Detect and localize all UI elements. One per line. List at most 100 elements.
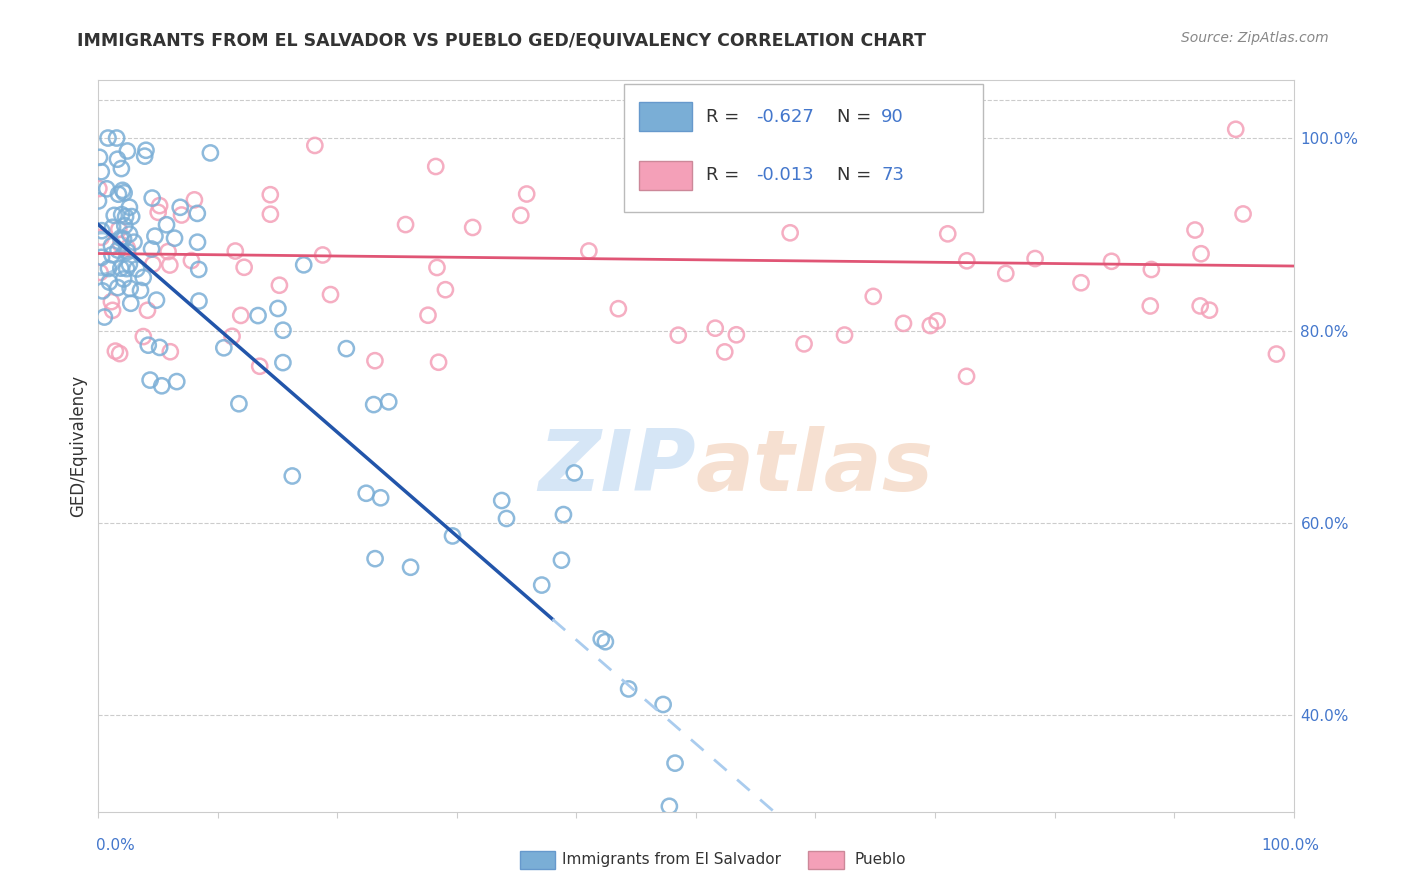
Point	[927, 314, 949, 328]
Point	[91, 246, 114, 260]
Point	[148, 205, 170, 219]
Point	[562, 466, 585, 480]
Point	[377, 394, 399, 409]
Point	[93, 310, 115, 324]
Point	[893, 317, 915, 331]
Point	[692, 167, 714, 181]
Point	[170, 208, 193, 222]
Point	[271, 323, 294, 337]
Point	[101, 220, 124, 235]
Point	[90, 250, 112, 264]
Point	[591, 632, 613, 646]
Point	[163, 231, 186, 245]
Y-axis label: GED/Equivalency: GED/Equivalency	[69, 375, 87, 517]
Point	[150, 379, 173, 393]
Point	[491, 493, 513, 508]
Point	[118, 200, 141, 214]
Point	[956, 253, 979, 268]
Point	[166, 375, 188, 389]
Point	[862, 289, 884, 303]
Point	[188, 294, 211, 309]
Point	[114, 210, 136, 224]
Point	[1265, 347, 1288, 361]
Text: 100.0%: 100.0%	[1261, 838, 1319, 853]
Point	[1184, 223, 1206, 237]
Point	[117, 241, 139, 255]
Point	[212, 341, 235, 355]
Point	[105, 131, 128, 145]
Point	[87, 194, 110, 208]
Point	[1070, 276, 1092, 290]
Point	[101, 303, 124, 318]
Point	[103, 208, 125, 222]
Point	[120, 281, 142, 295]
Text: -0.013: -0.013	[756, 167, 813, 185]
Text: N =: N =	[837, 167, 877, 185]
Point	[704, 321, 727, 335]
Point	[136, 338, 159, 352]
Point	[136, 303, 159, 318]
Point	[399, 560, 422, 574]
Point	[187, 262, 209, 277]
Point	[141, 242, 163, 256]
Point	[110, 231, 132, 245]
Point	[607, 301, 630, 316]
Point	[112, 186, 135, 200]
Text: 0.0%: 0.0%	[96, 838, 135, 853]
Point	[364, 551, 387, 566]
Point	[304, 138, 326, 153]
Point	[271, 356, 294, 370]
Point	[394, 218, 416, 232]
Point	[769, 153, 792, 167]
Point	[1140, 262, 1163, 277]
Point	[186, 206, 208, 220]
FancyBboxPatch shape	[624, 84, 983, 212]
Point	[143, 229, 166, 244]
Point	[713, 344, 735, 359]
Point	[281, 469, 304, 483]
Point	[149, 199, 172, 213]
Point	[335, 342, 357, 356]
Point	[139, 373, 162, 387]
Point	[142, 257, 165, 271]
Point	[104, 344, 127, 359]
Point	[129, 284, 152, 298]
Point	[1024, 252, 1046, 266]
Point	[247, 309, 270, 323]
Point	[1225, 122, 1247, 136]
Point	[159, 344, 181, 359]
Point	[200, 145, 222, 160]
Point	[1139, 299, 1161, 313]
Point	[97, 261, 120, 276]
Point	[96, 182, 118, 196]
Point	[100, 294, 122, 309]
Point	[249, 359, 271, 374]
Text: atlas: atlas	[696, 426, 934, 509]
Point	[89, 265, 111, 279]
Point	[595, 634, 617, 648]
Point	[107, 243, 129, 257]
Point	[550, 553, 572, 567]
Point	[132, 270, 155, 285]
Text: 90: 90	[882, 108, 904, 126]
Point	[259, 187, 281, 202]
Point	[364, 353, 387, 368]
Point	[311, 248, 333, 262]
Text: Source: ZipAtlas.com: Source: ZipAtlas.com	[1181, 31, 1329, 45]
Point	[666, 328, 689, 343]
Point	[135, 143, 157, 157]
Point	[169, 200, 191, 214]
Point	[180, 253, 202, 268]
Point	[617, 681, 640, 696]
Point	[115, 261, 138, 276]
Point	[1101, 254, 1123, 268]
Point	[186, 235, 208, 250]
Point	[1198, 303, 1220, 318]
Point	[955, 369, 977, 384]
Point	[125, 262, 148, 277]
Point	[112, 232, 135, 246]
Point	[90, 224, 112, 238]
Point	[1189, 246, 1212, 260]
Point	[110, 161, 132, 176]
Point	[111, 208, 134, 222]
